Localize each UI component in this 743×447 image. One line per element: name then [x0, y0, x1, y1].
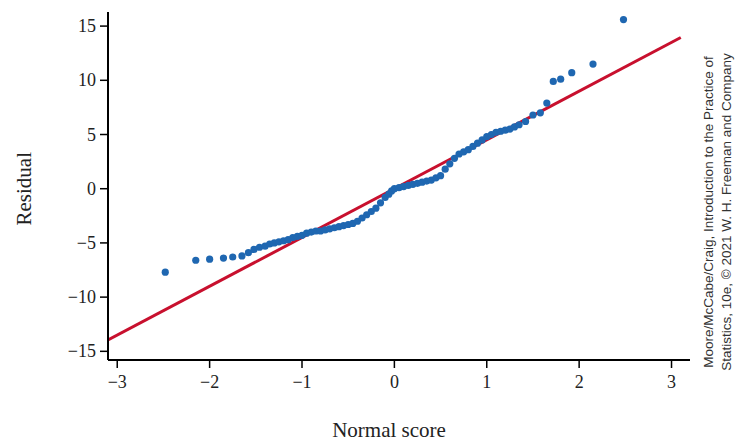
- y-tick-label: −10: [68, 287, 96, 307]
- reference-line: [108, 37, 681, 339]
- point: [162, 269, 169, 276]
- x-tick-label: 3: [667, 372, 676, 392]
- y-tick-label: 0: [87, 179, 96, 199]
- y-tick-label: −15: [68, 341, 96, 361]
- x-tick: [394, 360, 396, 368]
- x-tick: [578, 360, 580, 368]
- y-tick: [100, 242, 108, 244]
- point: [529, 111, 536, 118]
- x-tick-label: 2: [575, 372, 584, 392]
- point: [550, 78, 557, 85]
- plot-area: [108, 16, 681, 340]
- credit: Moore/McCabe/Craig, Introduction to the …: [701, 56, 716, 368]
- point: [206, 256, 213, 263]
- x-tick-label: −3: [108, 372, 127, 392]
- y-tick-label: 5: [87, 125, 96, 145]
- x-tick: [486, 360, 488, 368]
- y-axis: [107, 12, 109, 360]
- x-axis-label: Normal score: [332, 418, 446, 442]
- y-tick: [100, 80, 108, 82]
- point: [229, 253, 236, 260]
- x-tick: [116, 360, 118, 368]
- y-tick: [100, 25, 108, 27]
- point: [589, 60, 596, 67]
- y-tick-label: 15: [78, 16, 96, 36]
- y-tick: [100, 188, 108, 190]
- point: [557, 76, 564, 83]
- point: [192, 257, 199, 264]
- point: [238, 252, 245, 259]
- x-tick: [301, 360, 303, 368]
- x-tick-label: −1: [292, 372, 311, 392]
- x-tick-label: 1: [482, 372, 491, 392]
- x-tick: [671, 360, 673, 368]
- point: [522, 118, 529, 125]
- chart: −3−2−10123−15−10−5051015Normal scoreResi…: [0, 0, 743, 447]
- y-axis-label: Residual: [12, 152, 36, 226]
- credit: Statistics, 10e, © 2021 W. H. Freeman an…: [719, 53, 734, 371]
- point: [437, 172, 444, 179]
- point: [543, 99, 550, 106]
- point: [620, 16, 627, 23]
- x-tick: [209, 360, 211, 368]
- y-tick-label: 10: [78, 70, 96, 90]
- point: [537, 109, 544, 116]
- x-tick-label: 0: [390, 372, 399, 392]
- y-tick: [100, 134, 108, 136]
- point: [515, 121, 522, 128]
- y-tick-label: −5: [77, 233, 96, 253]
- y-tick: [100, 296, 108, 298]
- y-tick: [100, 351, 108, 353]
- x-axis: [108, 359, 690, 361]
- x-tick-label: −2: [200, 372, 219, 392]
- point: [568, 69, 575, 76]
- point: [220, 254, 227, 261]
